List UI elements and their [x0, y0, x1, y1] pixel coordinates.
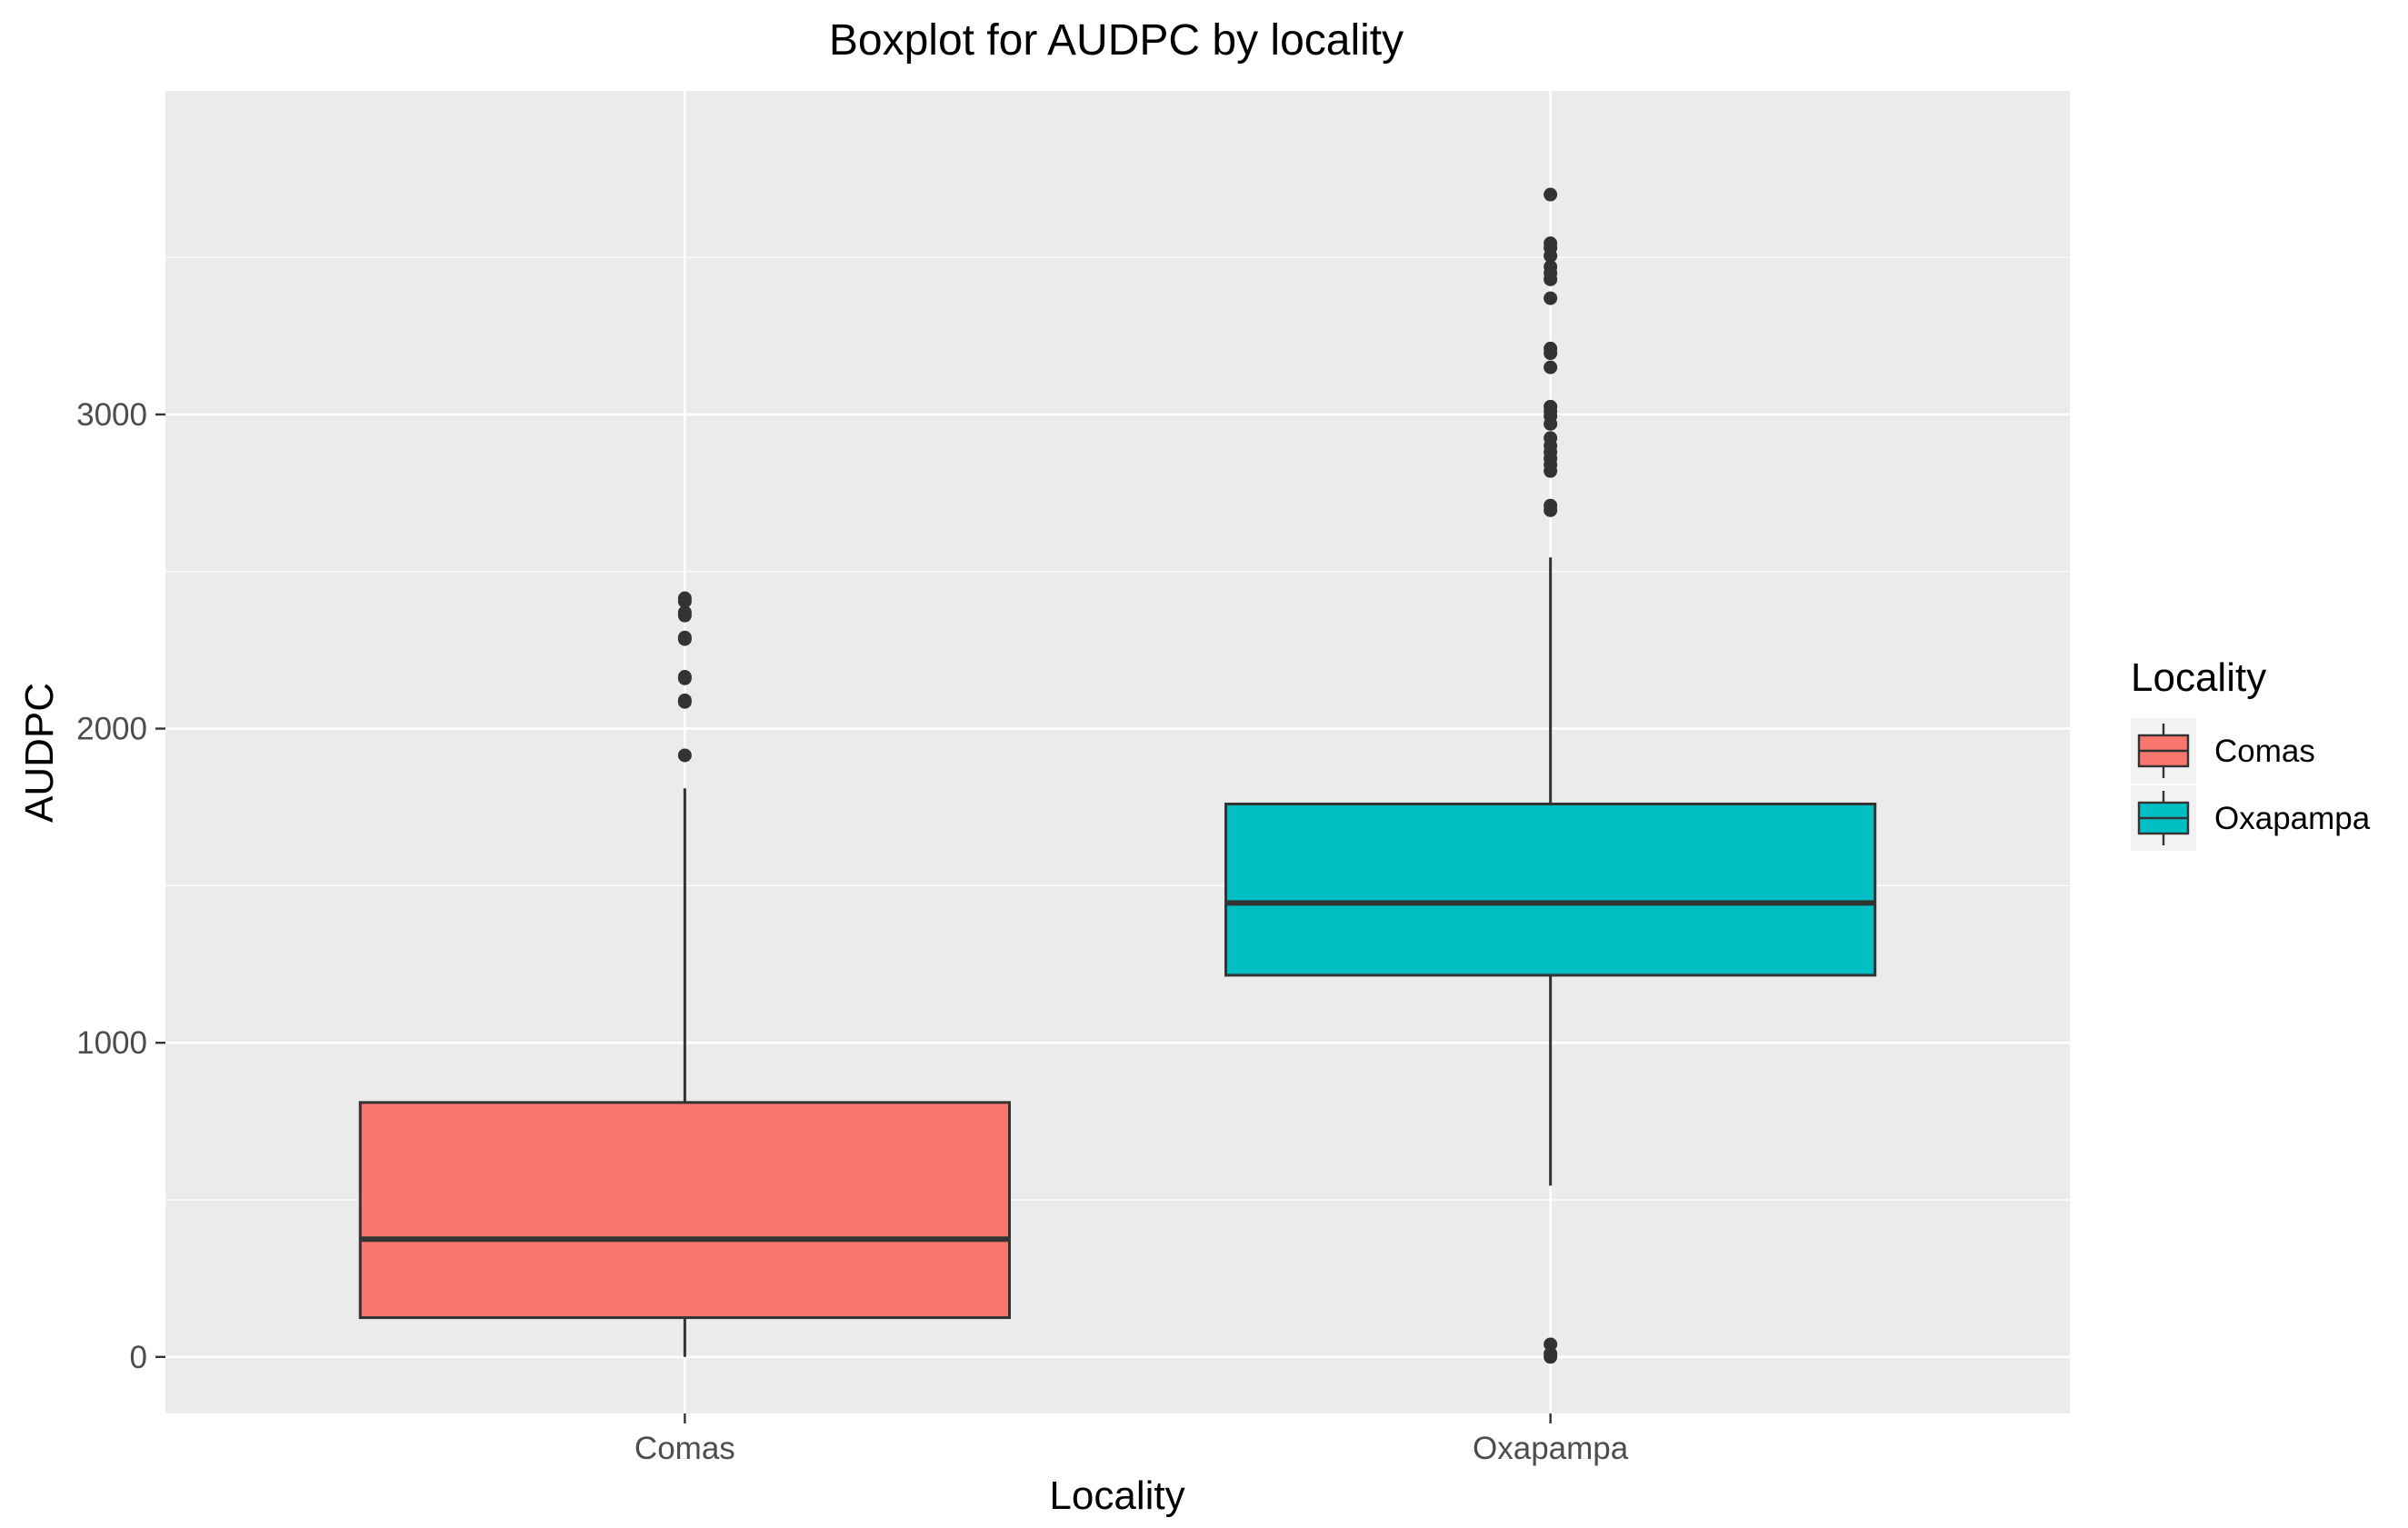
legend-key-comas: [2131, 718, 2196, 784]
x-tick-label: Oxapampa: [1473, 1431, 1629, 1466]
outlier-point: [677, 605, 692, 620]
outlier-point: [1544, 431, 1558, 445]
y-axis: 0 1000 2000 3000: [76, 397, 165, 1375]
legend-entry-label: Oxapampa: [2214, 801, 2371, 836]
outlier-point: [1544, 399, 1558, 414]
outlier-point: [1544, 291, 1558, 305]
outlier-point: [677, 670, 692, 684]
box-iqr: [1224, 803, 1877, 977]
y-tick-label: 0: [130, 1340, 147, 1375]
box-comas: [358, 591, 1011, 1357]
outlier-point: [1544, 187, 1558, 202]
outlier-point: [1544, 236, 1558, 251]
outlier-point: [677, 693, 692, 707]
legend: Locality Comas Oxapampa: [2131, 655, 2371, 851]
outlier-point: [1544, 360, 1558, 375]
y-tick-label: 3000: [76, 397, 147, 433]
outlier-point: [1544, 498, 1558, 513]
outlier-point: [677, 630, 692, 644]
legend-title: Locality: [2131, 655, 2266, 700]
box-iqr: [358, 1101, 1011, 1320]
outlier-point: [1544, 341, 1558, 355]
outlier-point: [1544, 1337, 1558, 1352]
x-axis: Comas Oxapampa: [634, 1413, 1629, 1466]
x-axis-label: Locality: [1049, 1473, 1184, 1518]
boxplot-boxes: [358, 187, 1877, 1364]
x-tick-label: Comas: [634, 1431, 735, 1466]
chart-title: Boxplot for AUDPC by locality: [829, 16, 1404, 65]
outlier-point: [677, 748, 692, 763]
legend-entry-label: Comas: [2214, 734, 2315, 769]
outlier-point: [677, 591, 692, 605]
outlier-point: [1544, 260, 1558, 275]
box-oxapampa: [1224, 187, 1877, 1364]
y-tick-label: 1000: [76, 1025, 147, 1061]
outlier-point: [1544, 1346, 1558, 1361]
legend-key-oxapampa: [2131, 785, 2196, 851]
y-tick-label: 2000: [76, 712, 147, 747]
y-axis-label: AUDPC: [17, 683, 62, 823]
